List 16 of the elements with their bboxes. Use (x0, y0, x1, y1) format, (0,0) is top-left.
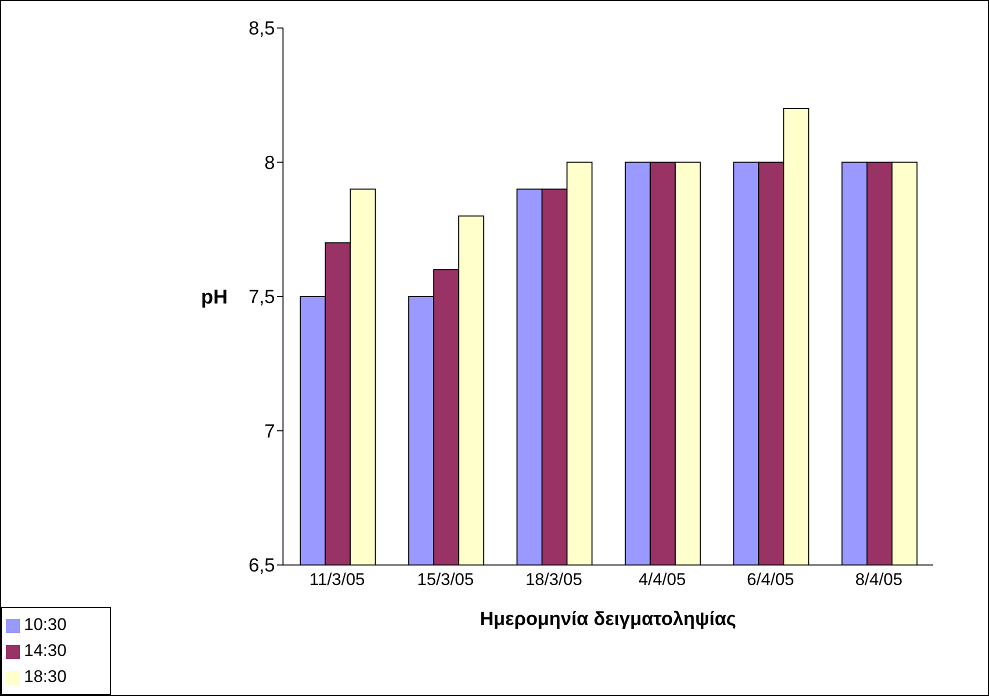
x-tick-label: 8/4/05 (855, 570, 902, 590)
y-tick-label: 7 (264, 421, 275, 442)
x-tick-label: 6/4/05 (746, 570, 794, 590)
x-tick-label: 18/3/05 (525, 570, 582, 590)
legend-label: 14:30 (24, 641, 67, 660)
x-axis-title: Ημερομηνία δειγματοληψίας (480, 609, 736, 630)
legend-label: 18:30 (24, 667, 67, 686)
y-tick-label: 6,5 (248, 556, 275, 577)
y-axis-title: pH (201, 286, 228, 309)
legend-label: 10:30 (24, 615, 67, 634)
y-tick-label: 7,5 (248, 287, 275, 308)
y-tick-label: 8 (264, 152, 275, 174)
x-tick-label: 15/3/05 (417, 570, 474, 590)
x-tick-label: 11/3/05 (309, 570, 365, 590)
x-tick-label: 4/4/05 (638, 570, 686, 590)
y-tick-label: 8,5 (248, 18, 275, 40)
